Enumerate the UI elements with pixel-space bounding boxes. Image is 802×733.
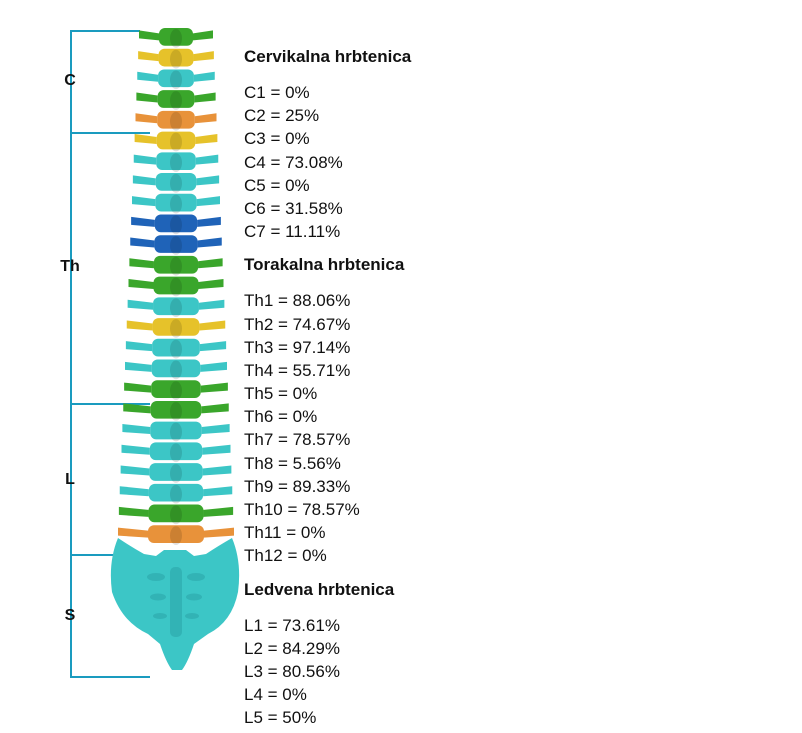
list-item: L5 = 50% — [244, 708, 317, 728]
list-item: C6 = 31.58% — [244, 198, 343, 218]
list-item: Th8 = 5.56% — [244, 453, 341, 473]
list-item: L3 = 80.56% — [244, 661, 340, 681]
vertebra — [123, 400, 229, 421]
vertebrae-group — [118, 28, 234, 545]
vertebra — [125, 338, 227, 359]
vertebra — [124, 380, 228, 400]
region-label-l: L — [65, 471, 75, 488]
vertebra — [129, 255, 223, 276]
bracket-s — [70, 555, 150, 678]
list-item: L4 = 0% — [244, 685, 307, 705]
vertebra — [134, 131, 218, 152]
section-cervical: Cervikalna hrbtenica C1 = 0% C2 = 25% C3… — [244, 46, 644, 243]
list-item: Th4 = 55.71% — [244, 360, 351, 380]
spine-illustration — [110, 28, 240, 670]
list-item: C5 = 0% — [244, 175, 310, 195]
region-label-th: Th — [60, 258, 80, 275]
list-item: L1 = 73.61% — [244, 615, 340, 635]
list-item: C3 = 0% — [244, 129, 310, 149]
vertebra — [121, 442, 231, 463]
section-title: Cervikalna hrbtenica — [244, 47, 412, 66]
vertebra — [138, 48, 214, 69]
list-item: C2 = 25% — [244, 106, 320, 126]
section-title: Torakalna hrbtenica — [244, 255, 405, 275]
vertebra — [139, 28, 213, 48]
list-item: Th5 = 0% — [244, 384, 318, 404]
list-item: C4 = 73.08% — [244, 152, 343, 172]
bracket-c — [70, 30, 150, 134]
vertebra — [130, 235, 222, 255]
vertebra — [126, 318, 226, 338]
list-item: Th9 = 89.33% — [244, 476, 351, 496]
vertebra — [135, 110, 217, 131]
section-title: Ledvena hrbtenica — [244, 579, 395, 599]
list-item: Th12 = 0% — [244, 546, 327, 566]
vertebra — [133, 152, 219, 173]
vertebra — [132, 193, 220, 214]
section-lumbar: Ledvena hrbtenica L1 = 73.61% L2 = 84.29… — [244, 579, 644, 730]
vertebra — [131, 214, 221, 235]
list-item: C1 = 0% — [244, 83, 310, 102]
vertebra — [137, 69, 215, 90]
list-item: Th10 = 78.57% — [244, 500, 360, 519]
vertebra — [118, 525, 234, 545]
vertebra — [120, 463, 232, 483]
list-item: Th1 = 88.06% — [244, 291, 351, 311]
vertebra — [127, 297, 225, 318]
list-item: Th6 = 0% — [244, 407, 318, 427]
list-item: C7 = 11.11% — [244, 222, 341, 242]
vertebra — [118, 504, 234, 525]
list-item: Th7 = 78.57% — [244, 430, 351, 450]
list-item: L2 = 84.29% — [244, 638, 340, 658]
vertebra — [119, 483, 233, 504]
list-item: Th3 = 97.14% — [244, 337, 351, 357]
vertebra-legend: Cervikalna hrbtenica C1 = 0% C2 = 25% C3… — [244, 46, 644, 730]
region-label-s: S — [64, 607, 76, 624]
list-item: Th2 = 74.67% — [244, 314, 351, 334]
section-thoracic: Torakalna hrbtenica Th1 = 88.06% Th2 = 7… — [244, 254, 644, 567]
sacrum — [110, 538, 240, 670]
vertebra — [125, 359, 227, 380]
vertebra — [128, 276, 224, 297]
vertebra — [122, 421, 230, 442]
vertebra — [132, 173, 220, 193]
vertebra — [136, 90, 216, 110]
region-label-c: C — [64, 72, 76, 89]
list-item: Th11 = 0% — [244, 523, 326, 543]
